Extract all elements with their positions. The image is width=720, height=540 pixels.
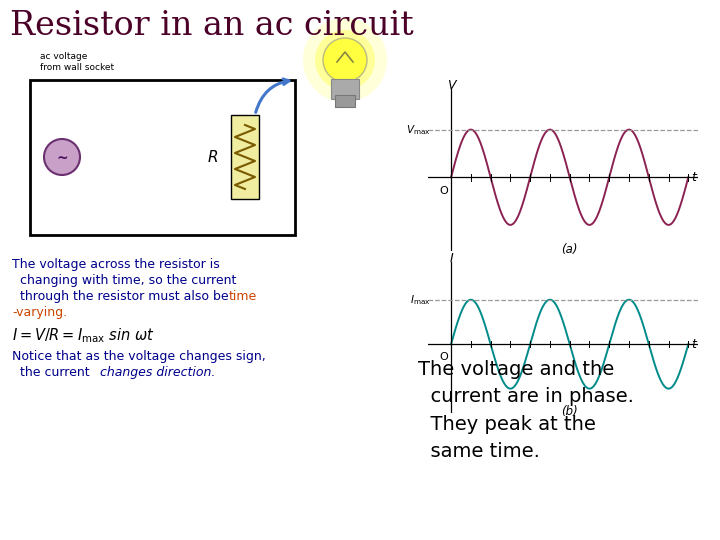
Text: $V_{\mathrm{max}}$: $V_{\mathrm{max}}$ — [405, 123, 431, 137]
Circle shape — [315, 30, 375, 90]
Text: changing with time, so the current: changing with time, so the current — [12, 274, 236, 287]
Text: The voltage and the
  current are in phase.
  They peak at the
  same time.: The voltage and the current are in phase… — [418, 360, 634, 461]
Text: Resistor in an ac circuit: Resistor in an ac circuit — [10, 10, 414, 42]
Text: t: t — [692, 171, 696, 184]
Circle shape — [44, 139, 80, 175]
FancyBboxPatch shape — [335, 95, 355, 107]
Text: -varying.: -varying. — [12, 306, 67, 319]
Text: $I = V/R = I_{\rm max}\ \mathit{sin}\ \omega t$: $I = V/R = I_{\rm max}\ \mathit{sin}\ \o… — [12, 326, 155, 345]
Text: through the resistor must also be: through the resistor must also be — [12, 290, 233, 303]
Text: (b): (b) — [562, 406, 578, 419]
Text: changes direction.: changes direction. — [100, 366, 215, 379]
Text: R: R — [207, 150, 218, 165]
Text: ac voltage
from wall socket: ac voltage from wall socket — [40, 52, 114, 72]
Circle shape — [323, 38, 367, 82]
Text: I: I — [449, 252, 453, 265]
FancyBboxPatch shape — [331, 79, 359, 99]
Text: (a): (a) — [562, 244, 578, 256]
Text: O: O — [439, 186, 448, 196]
Text: $I_{\mathrm{max}}$: $I_{\mathrm{max}}$ — [410, 293, 431, 307]
Text: O: O — [439, 352, 448, 362]
Text: ~: ~ — [56, 152, 68, 166]
Text: The voltage across the resistor is: The voltage across the resistor is — [12, 258, 220, 271]
Text: Notice that as the voltage changes sign,: Notice that as the voltage changes sign, — [12, 350, 266, 363]
Text: V: V — [447, 79, 455, 92]
Circle shape — [303, 18, 387, 102]
Text: time: time — [229, 290, 257, 303]
Text: the current: the current — [12, 366, 94, 379]
Text: t: t — [692, 338, 696, 350]
FancyBboxPatch shape — [231, 115, 259, 199]
